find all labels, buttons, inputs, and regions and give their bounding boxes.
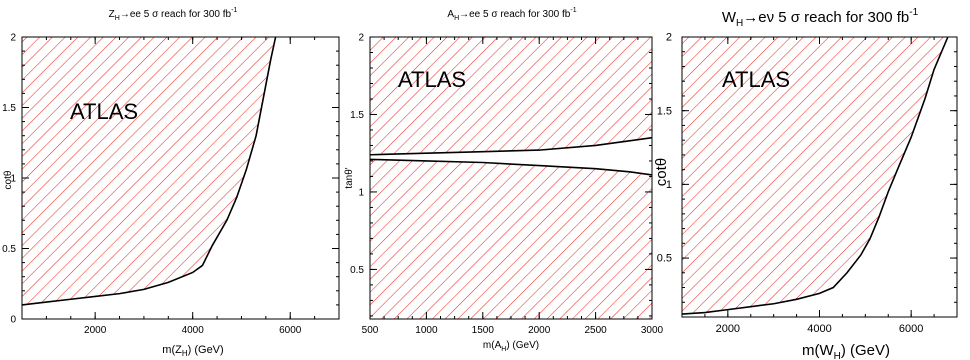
title-sup: -1 (909, 7, 918, 18)
atlas-watermark: ATLAS (722, 67, 790, 92)
y-tick-label: 1.5 (2, 103, 16, 114)
x-tick-label: 2500 (584, 325, 607, 336)
excluded-region-lower (370, 159, 652, 319)
panel-z-h: ZH→ee 5 σ reach for 300 fb-1 2000 4000 600… (2, 7, 340, 358)
y-tick-label: 1 (10, 173, 16, 184)
title-sub: H (454, 15, 459, 22)
y-tick-label: 1.5 (657, 105, 672, 117)
plot-area: 2000 4000 6000 0 0.5 1 1.5 2 ATLAS (2, 32, 340, 336)
reach-curve-lower (369, 158, 653, 176)
y-tick-label: 2 (10, 32, 16, 43)
y-axis-label: tanθ' (344, 167, 355, 188)
xlabel-sub: H (182, 349, 188, 358)
plot-area: 500 1000 1500 2000 2500 3000 0.5 1 1.5 2 ATLAS (350, 32, 663, 336)
title-part-a: Z (109, 9, 115, 20)
x-axis-label: m(WH) (GeV) (802, 342, 890, 360)
title-sup: -1 (231, 7, 237, 14)
title-part-b: →eν 5 σ reach for 300 fb (743, 9, 909, 26)
x-tick-label: 4000 (807, 323, 831, 335)
title-part-a: A (447, 9, 454, 20)
title-part-a: W (722, 9, 737, 26)
x-tick-label: 2000 (84, 325, 107, 336)
panel-w-h: WH→eν 5 σ reach for 300 fb-1 2000 4000 600… (653, 7, 958, 360)
x-tick-label: 3000 (641, 325, 664, 336)
y-axis-label: cotθ (653, 158, 670, 186)
y-axis-label: cotθ (3, 170, 14, 189)
title-sub: H (115, 15, 120, 22)
title-part-b: →ee 5 σ reach for 300 fb (120, 9, 232, 20)
y-tick-label: 0.5 (657, 253, 672, 265)
y-tick-label: 1 (666, 179, 672, 191)
xlabel-sub: H (834, 351, 841, 360)
title-sup: -1 (570, 7, 576, 14)
xlabel-part-a: m(Z (162, 344, 182, 356)
atlas-watermark: ATLAS (70, 99, 138, 124)
xlabel-part-a: m(W (802, 342, 834, 359)
plot-area: 2000 4000 6000 0.5 1 1.5 2 ATLAS (657, 32, 958, 335)
xlabel-part-a: m(A (483, 340, 502, 351)
panel-title: ZH→ee 5 σ reach for 300 fb-1 (109, 7, 238, 22)
y-tick-label: 2 (358, 32, 364, 43)
reach-curve (369, 136, 653, 156)
excluded-region (22, 37, 276, 305)
x-tick-label: 6000 (899, 323, 923, 335)
x-axis-label: m(ZH) (GeV) (162, 344, 223, 358)
x-tick-label: 2000 (528, 325, 551, 336)
reach-curve (681, 36, 949, 315)
y-tick-label: 1 (358, 187, 364, 198)
x-tick-label: 500 (362, 325, 379, 336)
x-tick-label: 1000 (415, 325, 438, 336)
x-tick-label: 1500 (472, 325, 495, 336)
x-tick-label: 6000 (279, 325, 302, 336)
xlabel-part-b: ) (GeV) (841, 342, 890, 359)
x-axis-label: m(AH) (GeV) (483, 340, 539, 353)
y-tick-label: 0.5 (350, 265, 364, 276)
panel-title: AH→ee 5 σ reach for 300 fb-1 (447, 7, 576, 22)
x-tick-label: 4000 (182, 325, 205, 336)
title-sub: H (736, 18, 743, 29)
y-tick-label: 1.5 (350, 110, 364, 121)
excluded-region (682, 37, 948, 315)
y-tick-label: 0.5 (2, 244, 16, 255)
x-tick-label: 2000 (716, 323, 740, 335)
title-part-b: →ee 5 σ reach for 300 fb (459, 9, 571, 20)
xlabel-part-b: ) (GeV) (506, 340, 539, 351)
reach-curve (21, 36, 277, 306)
excluded-region-upper (370, 37, 652, 155)
xlabel-sub: H (501, 346, 506, 353)
y-tick-label: 2 (666, 32, 672, 44)
panel-title: WH→eν 5 σ reach for 300 fb-1 (722, 7, 919, 29)
atlas-watermark: ATLAS (398, 67, 466, 92)
xlabel-part-b: ) (GeV) (188, 344, 224, 356)
panel-a-h: AH→ee 5 σ reach for 300 fb-1 500 1000 1500… (344, 7, 664, 353)
y-tick-label: 0 (10, 314, 16, 325)
